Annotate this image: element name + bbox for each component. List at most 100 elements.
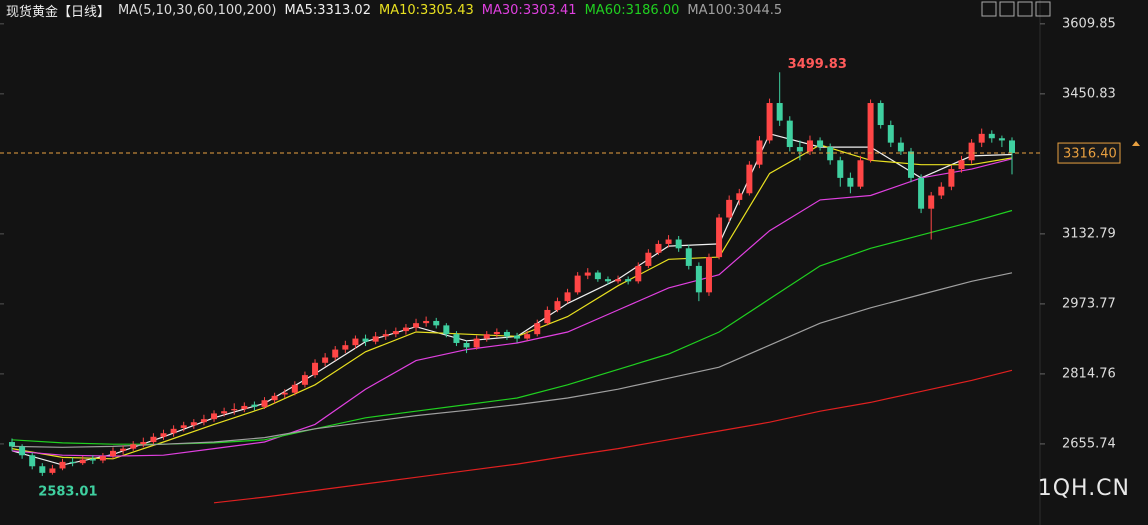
candle-body — [180, 425, 187, 428]
candle-body — [89, 458, 96, 461]
y-tick-label: 3132.79 — [1062, 226, 1116, 241]
tool-icon[interactable] — [981, 1, 997, 17]
candle-body — [170, 428, 177, 434]
candle-body — [958, 160, 965, 170]
candle-body — [342, 345, 349, 350]
candle-body — [594, 272, 601, 280]
candle-body — [312, 362, 319, 376]
candle-body — [29, 455, 36, 467]
y-tick-label: 2655.74 — [1062, 436, 1116, 451]
candle-body — [291, 384, 298, 393]
candle-body — [231, 409, 238, 411]
candle-body — [998, 138, 1005, 141]
candles — [9, 72, 1015, 476]
candle-body — [120, 448, 127, 451]
tool-icon[interactable] — [999, 1, 1015, 17]
candle-body — [726, 199, 733, 218]
candle-body — [928, 195, 935, 209]
ma-line — [11, 158, 1013, 457]
candle-body — [190, 422, 197, 426]
candle-body — [301, 375, 308, 385]
candle-body — [857, 160, 864, 187]
candle-body — [463, 342, 470, 348]
candle-body — [39, 466, 46, 473]
tool-icon[interactable] — [1017, 1, 1033, 17]
candle-body — [130, 444, 137, 449]
candle-body — [615, 279, 622, 282]
ma-line — [11, 144, 1013, 460]
header: 现货黄金【日线】 MA(5,10,30,60,100,200) MA5:3313… — [6, 0, 782, 20]
candle-body — [766, 103, 773, 141]
candle-body — [322, 357, 329, 363]
candle-body — [806, 140, 813, 152]
candle-body — [332, 349, 339, 358]
legend-entry: MA100:3044.5 — [687, 2, 783, 18]
candle-body — [372, 336, 379, 342]
tool-icon[interactable] — [1035, 1, 1051, 17]
legend-entry: MA30:3303.41 — [481, 2, 577, 18]
candle-body — [705, 257, 712, 293]
candle-body — [251, 404, 258, 407]
candle-body — [554, 301, 561, 310]
candle-body — [574, 275, 581, 293]
candle-body — [443, 325, 450, 335]
candle-body — [604, 279, 611, 282]
candle-body — [675, 239, 682, 249]
candle-body — [938, 186, 945, 196]
candle-body — [402, 327, 409, 332]
candle-body — [423, 320, 430, 324]
candle-body — [887, 125, 894, 143]
candle-body — [69, 461, 76, 464]
candle-body — [796, 147, 803, 152]
candle-body — [514, 335, 521, 339]
candle-body — [221, 411, 228, 414]
candle-body — [534, 323, 541, 335]
candle-body — [746, 164, 753, 194]
candle-body — [544, 309, 551, 324]
toolbar — [981, 1, 1051, 17]
candle-body — [978, 133, 985, 143]
candle-body — [200, 419, 207, 423]
candle-body — [241, 405, 248, 410]
candle-body — [695, 265, 702, 293]
y-tick-label: 2814.76 — [1062, 366, 1116, 381]
candle-body — [635, 265, 642, 282]
indicator-label: MA(5,10,30,60,100,200) — [118, 2, 277, 18]
candle-body — [1009, 140, 1015, 154]
candle-body — [49, 468, 56, 473]
candle-body — [362, 338, 369, 342]
candle-body — [453, 334, 460, 343]
ma-line — [213, 369, 1013, 504]
candle-body — [736, 193, 743, 200]
candle-body — [261, 400, 268, 407]
legend-entry: MA60:3186.00 — [584, 2, 680, 18]
candle-body — [786, 120, 793, 148]
candle-body — [140, 442, 147, 445]
candle-body — [837, 160, 844, 178]
candle-body — [19, 446, 26, 456]
candle-body — [988, 133, 995, 139]
candle-body — [211, 413, 218, 420]
candle-body — [392, 331, 399, 335]
price-arrow — [1132, 141, 1140, 147]
low-label: 2583.01 — [38, 484, 97, 499]
candle-body — [665, 239, 672, 244]
candle-body — [645, 252, 652, 266]
candle-body — [9, 442, 15, 447]
ma-lines — [11, 133, 1013, 504]
candle-body — [716, 217, 723, 258]
candle-body — [483, 334, 490, 339]
candle-body — [827, 147, 834, 161]
legend-entry: MA5:3313.02 — [284, 2, 371, 18]
candle-body — [79, 459, 86, 464]
candle-body — [281, 392, 288, 395]
candle-body — [413, 323, 420, 328]
candle-body — [817, 140, 824, 148]
candle-body — [897, 142, 904, 152]
price-label: 3316.40 — [1063, 147, 1117, 162]
candle-body — [99, 456, 106, 461]
candle-body — [655, 243, 662, 253]
legend-entry: MA10:3305.43 — [378, 2, 474, 18]
ma-line — [11, 272, 1013, 448]
candle-body — [877, 103, 884, 126]
